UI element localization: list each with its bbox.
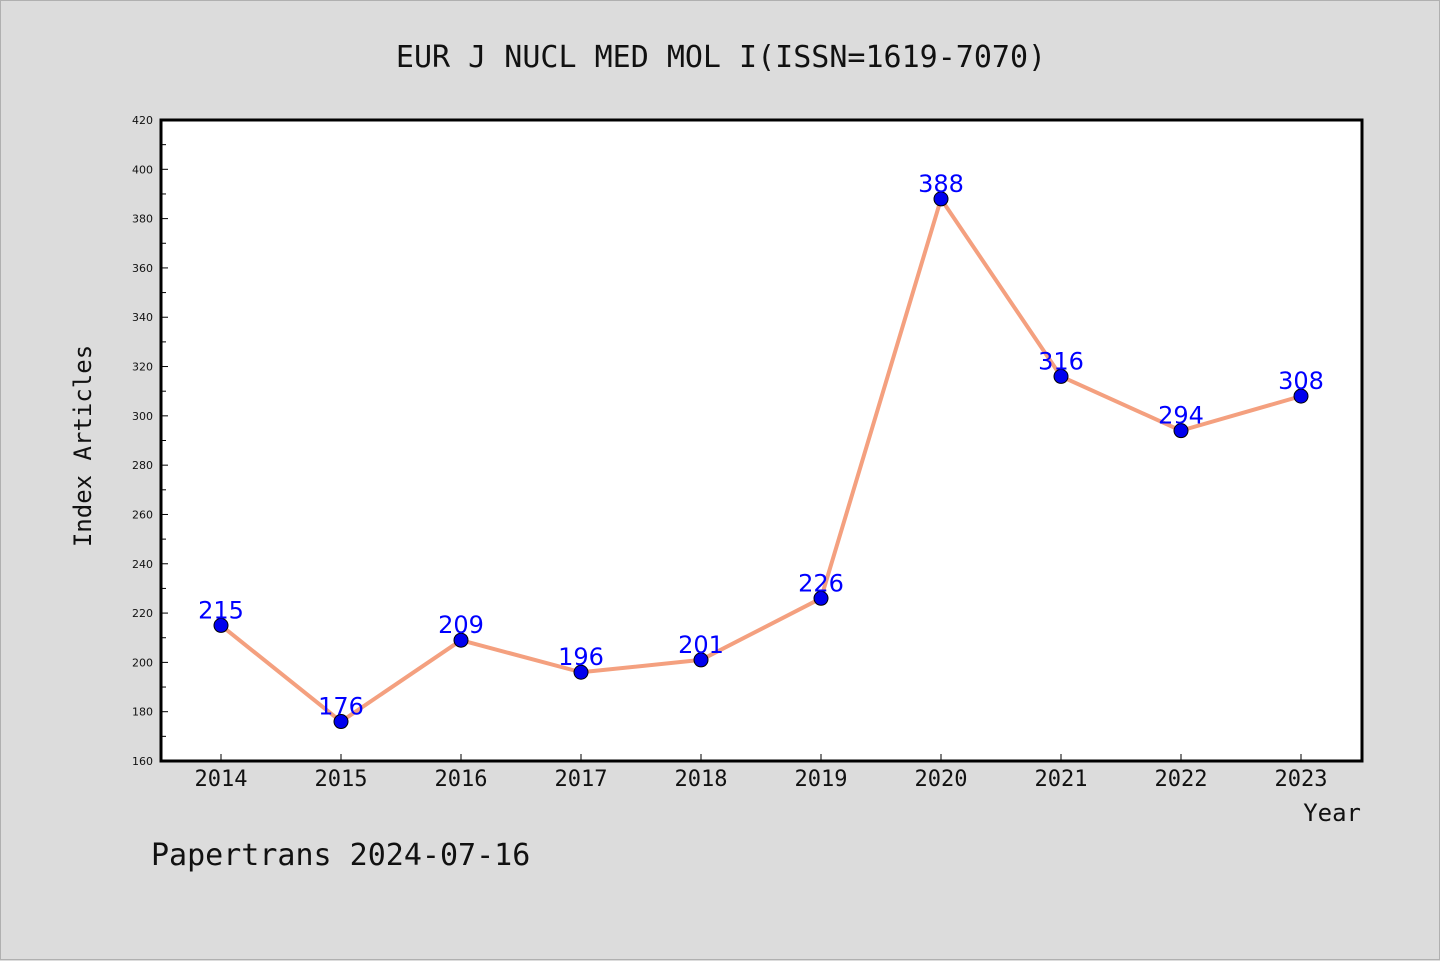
data-point <box>933 191 949 207</box>
y-tick-label: 320 <box>132 361 153 374</box>
x-tick-label: 2019 <box>795 767 848 792</box>
y-tick-label: 300 <box>132 410 153 423</box>
y-tick-label: 380 <box>132 213 153 226</box>
series-line <box>219 196 1302 724</box>
y-axis: 160 180 200 220 240 260 280 300 320 340 360 380 400 4… <box>132 114 168 768</box>
data-label: 294 <box>1158 402 1204 430</box>
data-point <box>693 652 709 668</box>
x-tick-label: 2014 <box>195 767 248 792</box>
y-tick-label: 180 <box>132 706 153 719</box>
data-point <box>1293 388 1309 404</box>
data-point <box>1173 423 1189 439</box>
data-point <box>813 590 829 606</box>
y-tick-label: 260 <box>132 508 153 521</box>
x-axis-label: Year <box>1303 799 1361 827</box>
x-tick-label: 2021 <box>1035 767 1088 792</box>
data-label: 215 <box>198 596 244 624</box>
data-point <box>333 714 349 730</box>
data-point <box>213 617 229 633</box>
data-label: 316 <box>1038 347 1084 375</box>
plot-area <box>159 118 1364 763</box>
data-point <box>453 632 469 648</box>
y-tick-label: 220 <box>132 607 153 620</box>
data-label: 201 <box>678 631 724 659</box>
data-point <box>573 664 589 680</box>
x-tick-label: 2020 <box>915 767 968 792</box>
y-tick-label: 200 <box>132 656 153 669</box>
y-axis-label: Index Articles <box>69 345 97 547</box>
data-label: 176 <box>318 693 364 721</box>
x-tick-label: 2017 <box>555 767 608 792</box>
y-tick-label: 160 <box>132 755 153 768</box>
x-tick-label: 2016 <box>435 767 488 792</box>
data-labels: 215 176 209 196 201 226 388 316 294 308 <box>198 170 1324 721</box>
y-tick-label: 280 <box>132 459 153 472</box>
x-axis: 2014 2015 2016 2017 2018 2019 2020 2021 2022 2023 <box>195 754 1328 792</box>
y-tick-label: 420 <box>132 114 153 127</box>
data-label: 196 <box>558 643 604 671</box>
x-tick-label: 2015 <box>315 767 368 792</box>
y-tick-label: 340 <box>132 311 153 324</box>
x-tick-label: 2022 <box>1155 767 1208 792</box>
chart-title: EUR J NUCL MED MOL I(ISSN=1619-7070) <box>396 40 1046 75</box>
footer-credit: Papertrans 2024-07-16 <box>151 838 530 873</box>
data-label: 388 <box>918 170 964 198</box>
data-point <box>1053 368 1069 384</box>
y-tick-label: 400 <box>132 163 153 176</box>
data-label: 308 <box>1278 367 1324 395</box>
x-tick-label: 2018 <box>675 767 728 792</box>
y-tick-label: 240 <box>132 558 153 571</box>
data-label: 226 <box>798 569 844 597</box>
x-tick-label: 2023 <box>1275 767 1328 792</box>
y-tick-label: 360 <box>132 262 153 275</box>
data-points <box>213 191 1309 730</box>
data-label: 209 <box>438 611 484 639</box>
